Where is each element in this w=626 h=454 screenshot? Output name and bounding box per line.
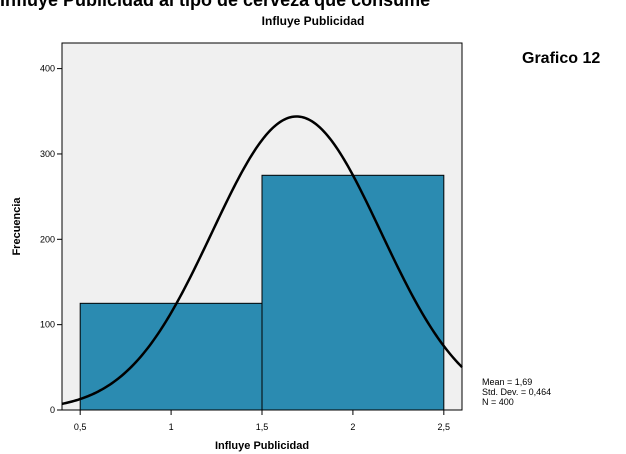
- chart-title: Influye Publicidad: [261, 14, 365, 28]
- y-axis: 0 100 200 300 400: [40, 64, 62, 415]
- y-tick-label: 200: [40, 234, 55, 244]
- histogram-bar-2: [261, 174, 445, 411]
- figure-label: Grafico 12: [522, 50, 601, 67]
- x-tick-label: 1,5: [256, 422, 269, 432]
- bars-group: [79, 174, 445, 411]
- x-axis: 0,5 1 1,5 2 2,5: [74, 410, 450, 432]
- x-tick-label: 2,5: [438, 422, 451, 432]
- clipped-heading: Influye Publicidad al tipo de cerveza qu…: [0, 0, 431, 10]
- y-tick-label: 100: [40, 320, 55, 330]
- y-tick-label: 300: [40, 149, 55, 159]
- x-axis-title: Influye Publicidad: [215, 440, 309, 452]
- stats-box: Mean = 1,69 Std. Dev. = 0,464 N = 400: [482, 377, 551, 407]
- x-tick-label: 1: [169, 422, 174, 432]
- normal-curve: [61, 115, 463, 406]
- x-tick-label: 2: [350, 422, 355, 432]
- stat-n: N = 400: [482, 397, 514, 407]
- histogram-bar-1: [79, 302, 263, 411]
- x-tick-label: 0,5: [74, 422, 87, 432]
- stat-mean: Mean = 1,69: [482, 377, 533, 387]
- y-tick-label: 0: [50, 405, 55, 415]
- y-axis-title: Frecuencia: [11, 197, 23, 256]
- y-tick-label: 400: [40, 64, 55, 74]
- stat-std-dev: Std. Dev. = 0,464: [482, 387, 552, 397]
